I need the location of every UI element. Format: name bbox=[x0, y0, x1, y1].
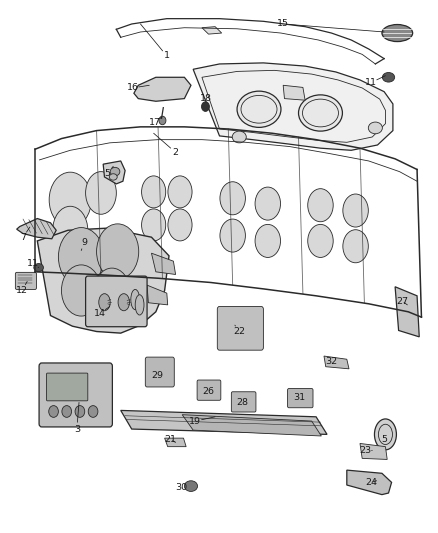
Circle shape bbox=[49, 406, 58, 417]
Text: 7: 7 bbox=[20, 233, 26, 242]
Text: 12: 12 bbox=[16, 286, 28, 295]
Ellipse shape bbox=[307, 189, 332, 222]
Text: 5: 5 bbox=[104, 169, 110, 177]
Ellipse shape bbox=[232, 131, 246, 143]
Ellipse shape bbox=[141, 209, 166, 241]
Text: 9: 9 bbox=[81, 238, 87, 247]
Ellipse shape bbox=[298, 95, 342, 131]
Text: 30: 30 bbox=[174, 483, 187, 492]
Circle shape bbox=[88, 406, 98, 417]
Text: 18: 18 bbox=[199, 94, 211, 103]
Ellipse shape bbox=[219, 219, 245, 252]
Polygon shape bbox=[346, 470, 391, 495]
Text: 19: 19 bbox=[189, 417, 201, 425]
FancyBboxPatch shape bbox=[15, 272, 36, 289]
Ellipse shape bbox=[141, 176, 166, 208]
Polygon shape bbox=[182, 415, 321, 436]
Ellipse shape bbox=[167, 209, 191, 241]
Text: 27: 27 bbox=[395, 297, 407, 305]
FancyBboxPatch shape bbox=[39, 363, 112, 427]
Ellipse shape bbox=[381, 25, 412, 42]
Text: 16: 16 bbox=[126, 84, 138, 92]
Polygon shape bbox=[120, 410, 326, 434]
Text: 1: 1 bbox=[163, 52, 170, 60]
Polygon shape bbox=[103, 161, 125, 184]
Text: 11: 11 bbox=[27, 259, 39, 268]
Text: 15: 15 bbox=[276, 20, 289, 28]
Ellipse shape bbox=[58, 228, 104, 286]
Circle shape bbox=[62, 406, 71, 417]
Ellipse shape bbox=[61, 265, 101, 316]
FancyBboxPatch shape bbox=[145, 357, 174, 387]
Polygon shape bbox=[37, 228, 169, 333]
Ellipse shape bbox=[34, 263, 43, 271]
Polygon shape bbox=[359, 443, 386, 459]
Ellipse shape bbox=[110, 167, 120, 176]
Text: 29: 29 bbox=[151, 372, 163, 380]
FancyBboxPatch shape bbox=[217, 306, 263, 350]
Text: 22: 22 bbox=[233, 327, 245, 336]
Ellipse shape bbox=[53, 206, 88, 254]
Ellipse shape bbox=[167, 176, 191, 208]
Polygon shape bbox=[201, 27, 221, 34]
FancyBboxPatch shape bbox=[197, 380, 220, 400]
Text: 2: 2 bbox=[172, 148, 178, 157]
Polygon shape bbox=[151, 253, 175, 274]
Circle shape bbox=[201, 102, 209, 111]
FancyBboxPatch shape bbox=[287, 389, 312, 408]
Text: 21: 21 bbox=[164, 435, 176, 444]
Ellipse shape bbox=[237, 91, 280, 127]
Text: 32: 32 bbox=[325, 357, 337, 366]
Ellipse shape bbox=[109, 174, 117, 180]
Text: 14: 14 bbox=[94, 309, 106, 318]
Polygon shape bbox=[147, 285, 167, 305]
Ellipse shape bbox=[96, 224, 138, 279]
Polygon shape bbox=[394, 287, 418, 337]
Ellipse shape bbox=[94, 268, 129, 313]
Ellipse shape bbox=[118, 294, 129, 311]
Text: 23: 23 bbox=[358, 446, 371, 455]
Ellipse shape bbox=[184, 481, 197, 491]
Ellipse shape bbox=[342, 194, 367, 227]
Ellipse shape bbox=[131, 289, 139, 310]
Text: 5: 5 bbox=[380, 435, 386, 444]
Text: 31: 31 bbox=[293, 393, 305, 401]
Ellipse shape bbox=[254, 187, 280, 220]
Polygon shape bbox=[134, 77, 191, 101]
FancyBboxPatch shape bbox=[46, 373, 88, 401]
Polygon shape bbox=[193, 63, 392, 150]
Text: 3: 3 bbox=[74, 425, 80, 433]
Ellipse shape bbox=[135, 295, 144, 315]
Circle shape bbox=[75, 406, 85, 417]
Text: 26: 26 bbox=[201, 387, 214, 396]
Text: 28: 28 bbox=[236, 398, 248, 407]
Circle shape bbox=[159, 116, 166, 125]
Ellipse shape bbox=[307, 224, 332, 257]
Ellipse shape bbox=[219, 182, 245, 215]
FancyBboxPatch shape bbox=[231, 392, 255, 412]
Ellipse shape bbox=[49, 172, 91, 228]
Polygon shape bbox=[323, 356, 348, 369]
Ellipse shape bbox=[381, 72, 394, 82]
Ellipse shape bbox=[99, 294, 110, 311]
Text: 24: 24 bbox=[364, 478, 376, 487]
Polygon shape bbox=[164, 438, 186, 447]
Polygon shape bbox=[283, 85, 304, 100]
FancyBboxPatch shape bbox=[85, 276, 147, 327]
Polygon shape bbox=[17, 219, 56, 239]
Ellipse shape bbox=[254, 224, 280, 257]
Ellipse shape bbox=[342, 230, 367, 263]
Text: 17: 17 bbox=[148, 118, 160, 127]
Ellipse shape bbox=[374, 419, 396, 450]
Text: 11: 11 bbox=[364, 78, 376, 87]
Ellipse shape bbox=[85, 172, 116, 214]
Ellipse shape bbox=[367, 122, 381, 134]
